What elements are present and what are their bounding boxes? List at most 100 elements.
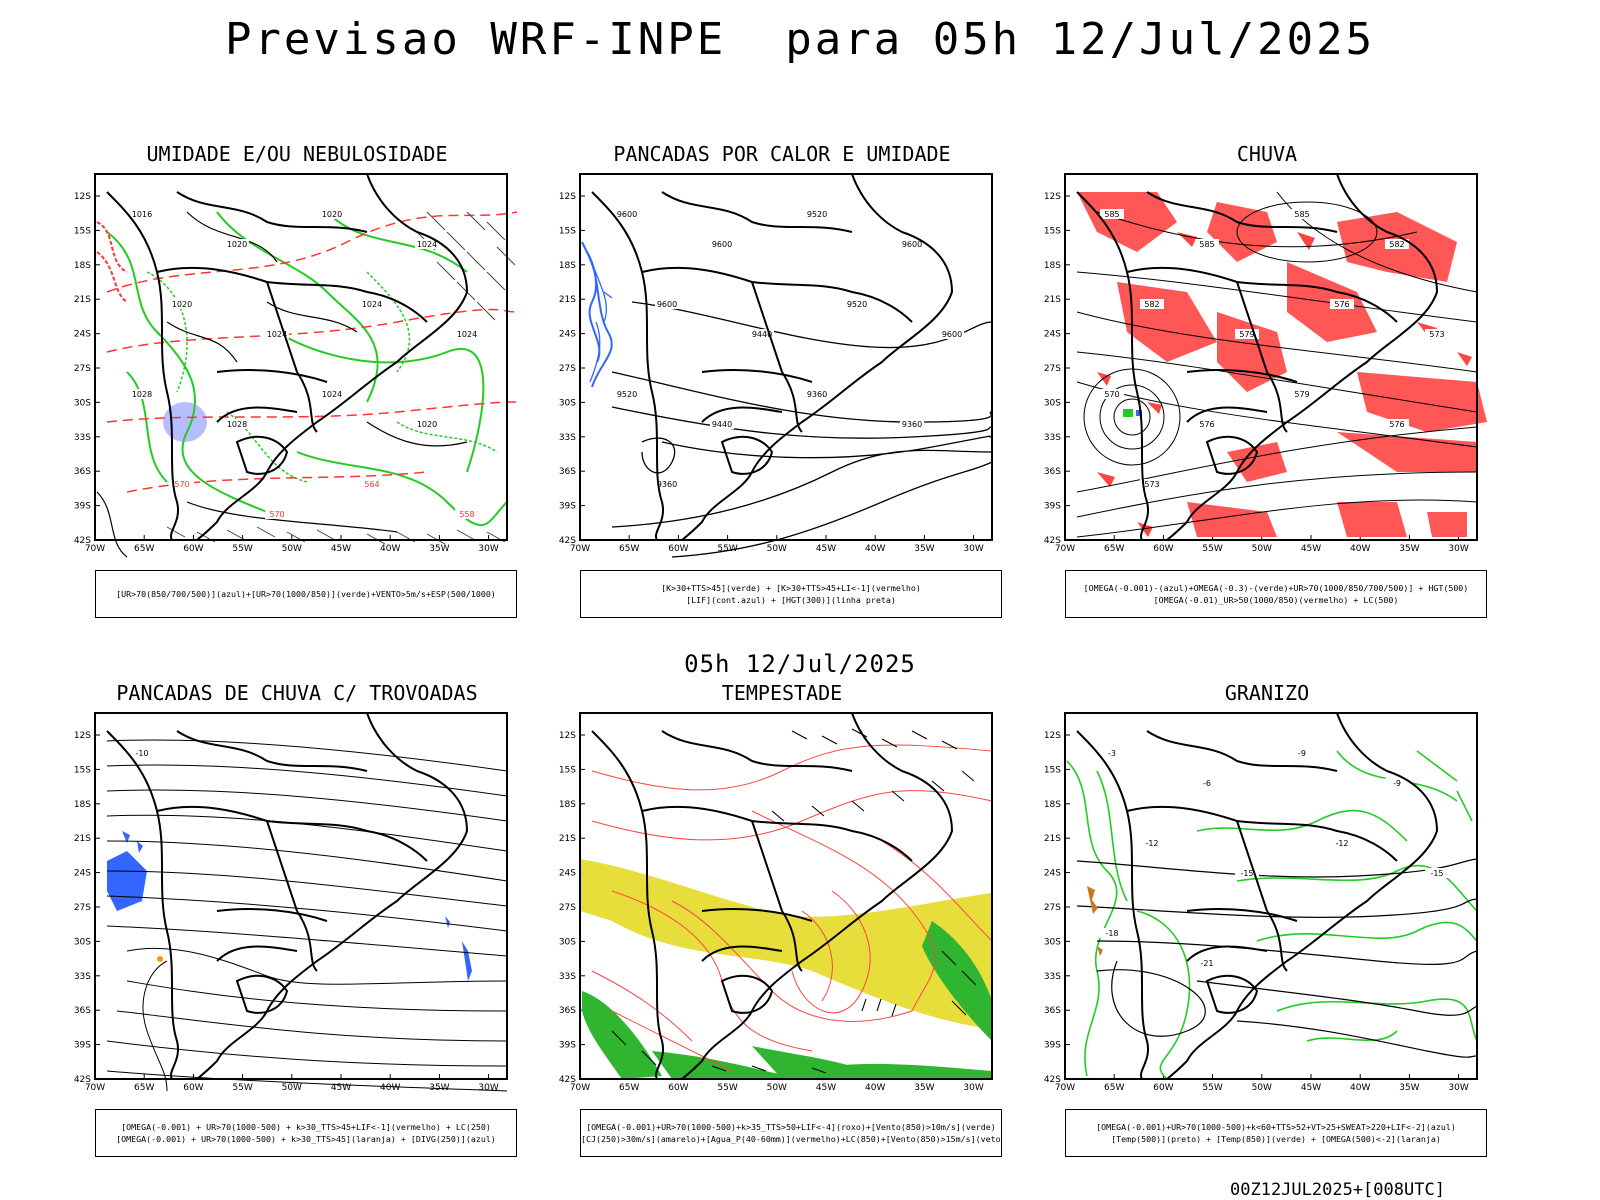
- panel-hail: GRANIZO 12S 15S 18S 21S 24S 27S 30S 33S 36S 39S 42…: [1037, 681, 1497, 1157]
- lat-label: 24S: [1044, 330, 1061, 340]
- map-boundary-line: [1076, 191, 1150, 541]
- coastline-borders: [1076, 712, 1439, 1080]
- lat-label: 15S: [74, 765, 91, 775]
- caption-box: [OMEGA(-0.001)+UR>70(1000-500)+k>35_TTS>…: [580, 1109, 1002, 1157]
- contour-label: -21: [1200, 959, 1213, 968]
- map-boundary-line: [1186, 820, 1298, 922]
- lat-label: 27S: [74, 364, 91, 374]
- caption-box: [K>30+TTS>45](verde) + [K>30+TTS>45+LI<-…: [580, 570, 1002, 618]
- map-boundary-line: [106, 191, 180, 541]
- map-boundary-line: [701, 281, 813, 383]
- map-boundary-line: [1186, 910, 1288, 972]
- contour-label: 564: [364, 480, 379, 489]
- lat-label: 12S: [559, 731, 576, 741]
- panel-title: PANCADAS DE CHUVA C/ TROVOADAS: [116, 681, 478, 705]
- contour-label-bg: [1385, 778, 1409, 788]
- lat-label: 21S: [1044, 295, 1061, 305]
- lat-label: 30S: [74, 398, 91, 408]
- map-boundary-line: [1146, 730, 1338, 772]
- contour-label-bg: [1235, 868, 1259, 878]
- lat-label: 33S: [1044, 972, 1061, 982]
- contour-label-bg: [1290, 748, 1314, 758]
- contour-label: -12: [1145, 839, 1158, 848]
- contour-label: -10: [135, 749, 148, 758]
- contour-label-bg: [615, 389, 639, 399]
- blue-lif-contours-2: [589, 261, 613, 383]
- panel-storm: TEMPESTADE 12S 15S 18S 21S 24S 27S 30S 33S 36S 39…: [552, 681, 1012, 1157]
- lat-label: 24S: [559, 330, 576, 340]
- contour-label-bg: [1425, 329, 1449, 339]
- contour-label: -9: [1393, 779, 1401, 788]
- lat-label: 39S: [1044, 502, 1061, 512]
- lon-label: 65W: [619, 1083, 639, 1093]
- lat-label: 30S: [559, 398, 576, 408]
- contour-label-bg: [900, 419, 924, 429]
- lat-label: 15S: [1044, 765, 1061, 775]
- contour-label-bg: [265, 509, 289, 519]
- lon-label: 45W: [816, 544, 836, 554]
- high-center: [1236, 201, 1378, 263]
- contour-label: 1020: [172, 300, 192, 309]
- lat-label: 33S: [74, 972, 91, 982]
- contour-label-bg: [805, 389, 829, 399]
- contour-label: 9520: [617, 390, 637, 399]
- caption-line-1: [OMEGA(-0.001)+UR>70(1000-500)+k>35_TTS>…: [586, 1122, 996, 1132]
- lon-label: 60W: [668, 1083, 688, 1093]
- lat-label: 42S: [559, 536, 576, 546]
- contour-label: 582: [1144, 300, 1159, 309]
- caption-line-2: [CJ(250)>30m/s](amarelo)+[Agua_P(40-60mm…: [581, 1134, 1001, 1144]
- lat-label: 12S: [1044, 192, 1061, 202]
- contour-label-bg: [845, 299, 869, 309]
- yellow-jet-band: [580, 859, 992, 1029]
- lat-label: 36S: [559, 467, 576, 477]
- contour-label-bg: [1195, 419, 1219, 429]
- lon-label: 40W: [380, 544, 400, 554]
- contour-label: 585: [1199, 240, 1214, 249]
- contour-label-bg: [1140, 299, 1164, 309]
- coastline-borders: [591, 173, 954, 541]
- lon-label: 45W: [331, 1083, 351, 1093]
- contour-label-bg: [415, 419, 439, 429]
- lat-label: 36S: [559, 1006, 576, 1016]
- contour-label-bg: [1330, 299, 1354, 309]
- contour-label-bg: [225, 419, 249, 429]
- lon-label: 55W: [1202, 544, 1222, 554]
- lat-label: 12S: [74, 192, 91, 202]
- contour-label: 9520: [847, 300, 867, 309]
- lon-label: 60W: [668, 544, 688, 554]
- contour-label-bg: [1195, 778, 1219, 788]
- isobars: [96, 211, 468, 558]
- contour-label-bg: [1330, 838, 1354, 848]
- contour-label: 576: [1389, 420, 1404, 429]
- contour-label: 570: [1104, 390, 1119, 399]
- lon-label: 30W: [1448, 1083, 1468, 1093]
- lat-label: 33S: [74, 433, 91, 443]
- lon-label: 40W: [1350, 1083, 1370, 1093]
- contour-label-bg: [900, 239, 924, 249]
- caption-box: [OMEGA(-0.001) + UR>70(1000-500) + k>30_…: [95, 1109, 517, 1157]
- map-frame: [579, 712, 993, 1080]
- lat-label: 42S: [1044, 1075, 1061, 1085]
- contour-labels: 1016 1020 1020 1024 1020 1024 1024 1024 1028 1028…: [130, 209, 479, 519]
- map-boundary-line: [216, 910, 318, 972]
- lat-label: 36S: [74, 1006, 91, 1016]
- map-boundary-line: [1166, 173, 1439, 541]
- lat-label: 30S: [1044, 937, 1061, 947]
- caption-line-2: [LIF](cont.azul) + [HGT(300)](linha pret…: [686, 595, 896, 605]
- contour-label-bg: [130, 748, 154, 758]
- lon-label: 50W: [767, 544, 787, 554]
- green-contours: [106, 211, 508, 526]
- caption-line-1: [OMEGA(-0.001) + UR>70(1000-500) + k>30_…: [121, 1122, 491, 1132]
- map-boundary-line: [235, 435, 289, 475]
- lon-label: 45W: [331, 544, 351, 554]
- contour-label: 9360: [657, 480, 677, 489]
- map-boundary-line: [661, 191, 853, 233]
- lon-label: 45W: [816, 1083, 836, 1093]
- lat-label: 30S: [74, 937, 91, 947]
- lon-label: 70W: [570, 1083, 590, 1093]
- lon-label: 35W: [1399, 544, 1419, 554]
